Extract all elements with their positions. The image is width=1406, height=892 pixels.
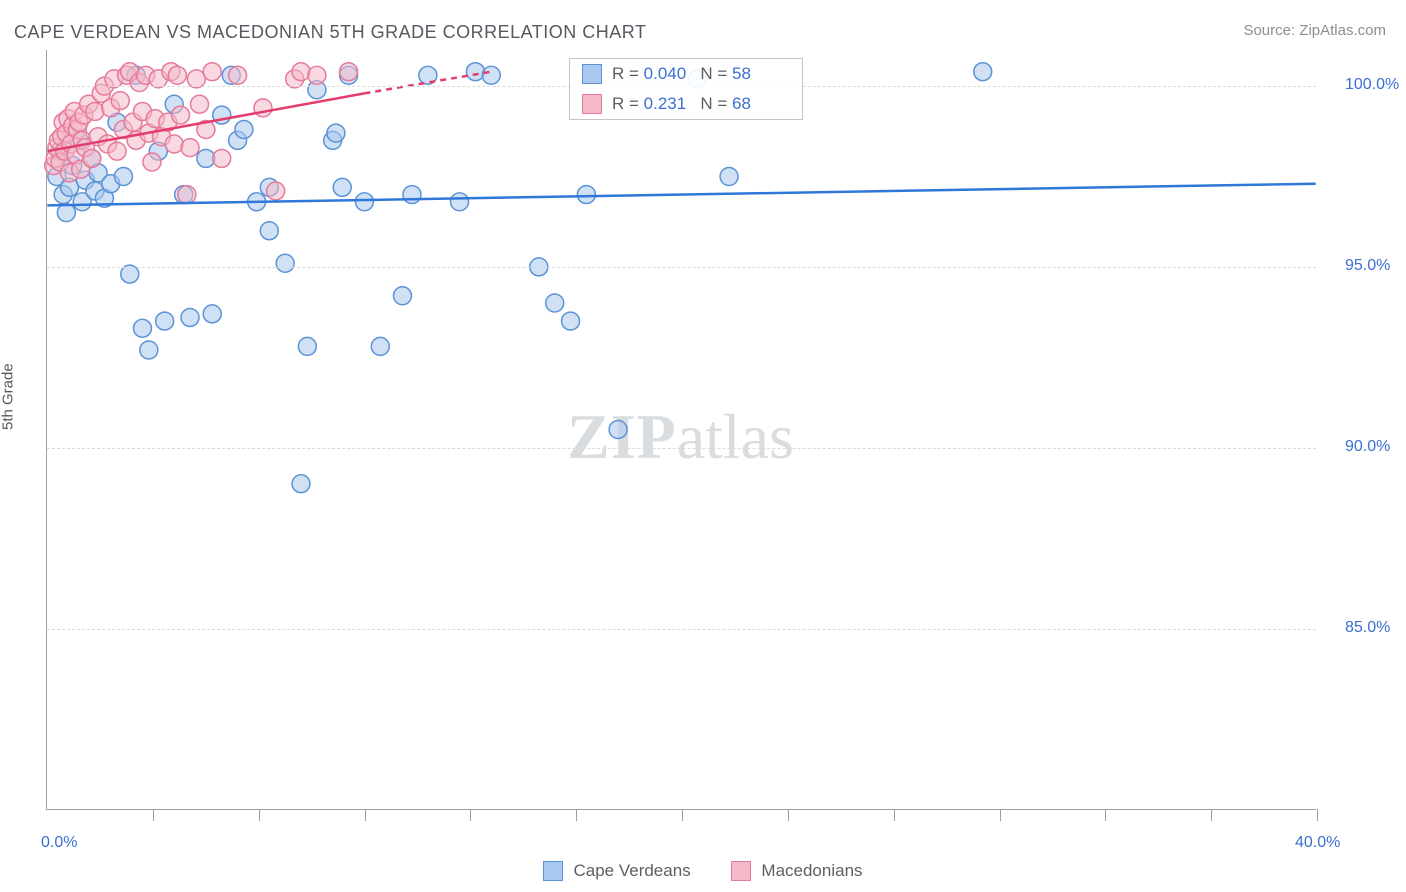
scatter-point xyxy=(466,63,484,81)
gridline-h xyxy=(47,629,1316,630)
legend-text: R = 0.040 N = 58 xyxy=(612,64,751,84)
scatter-point xyxy=(191,95,209,113)
y-tick-label: 90.0% xyxy=(1345,438,1390,456)
x-tick-label: 0.0% xyxy=(41,834,77,852)
scatter-point xyxy=(355,193,373,211)
scatter-point xyxy=(203,305,221,323)
chart-header: CAPE VERDEAN VS MACEDONIAN 5TH GRADE COR… xyxy=(0,0,1406,46)
scatter-point xyxy=(168,66,186,84)
scatter-point xyxy=(165,135,183,153)
scatter-point xyxy=(974,63,992,81)
legend-item-cape-verdeans: Cape Verdeans xyxy=(543,861,690,881)
trend-line xyxy=(47,184,1315,206)
chart-plot-area: ZIPatlas 85.0%90.0%95.0%100.0%0.0%40.0%R… xyxy=(46,50,1316,810)
scatter-point xyxy=(108,142,126,160)
x-tick xyxy=(894,809,895,821)
scatter-point xyxy=(546,294,564,312)
y-tick-label: 95.0% xyxy=(1345,257,1390,275)
scatter-point xyxy=(229,66,247,84)
bottom-legend: Cape Verdeans Macedonians xyxy=(0,861,1406,886)
scatter-svg xyxy=(47,50,1316,809)
legend-label-macedonians: Macedonians xyxy=(761,861,862,881)
scatter-point xyxy=(609,421,627,439)
scatter-point xyxy=(298,337,316,355)
scatter-point xyxy=(276,254,294,272)
legend-swatch xyxy=(582,94,602,114)
scatter-point xyxy=(451,193,469,211)
scatter-point xyxy=(720,168,738,186)
source-label: Source: ZipAtlas.com xyxy=(1243,22,1386,39)
scatter-point xyxy=(577,186,595,204)
legend-text: R = 0.231 N = 68 xyxy=(612,94,751,114)
legend-label-cape-verdeans: Cape Verdeans xyxy=(573,861,690,881)
scatter-point xyxy=(114,168,132,186)
chart-title: CAPE VERDEAN VS MACEDONIAN 5TH GRADE COR… xyxy=(14,22,646,43)
gridline-h xyxy=(47,267,1316,268)
legend-row: R = 0.231 N = 68 xyxy=(570,89,802,119)
y-tick-label: 100.0% xyxy=(1345,76,1399,94)
scatter-point xyxy=(260,222,278,240)
x-tick xyxy=(1000,809,1001,821)
x-tick xyxy=(1211,809,1212,821)
correlation-legend: R = 0.040 N = 58 R = 0.231 N = 68 xyxy=(569,58,803,120)
legend-swatch xyxy=(582,64,602,84)
x-tick xyxy=(1105,809,1106,821)
scatter-point xyxy=(178,186,196,204)
scatter-point xyxy=(133,319,151,337)
x-tick xyxy=(1317,809,1318,821)
x-tick-label: 40.0% xyxy=(1295,834,1340,852)
legend-item-macedonians: Macedonians xyxy=(731,861,862,881)
scatter-point xyxy=(340,63,358,81)
y-axis-label: 5th Grade xyxy=(0,363,17,430)
gridline-h xyxy=(47,448,1316,449)
scatter-point xyxy=(333,178,351,196)
legend-row: R = 0.040 N = 58 xyxy=(570,59,802,89)
x-tick xyxy=(259,809,260,821)
x-tick xyxy=(682,809,683,821)
scatter-point xyxy=(235,121,253,139)
scatter-point xyxy=(403,186,421,204)
scatter-point xyxy=(267,182,285,200)
x-tick xyxy=(153,809,154,821)
scatter-point xyxy=(292,475,310,493)
scatter-point xyxy=(327,124,345,142)
scatter-point xyxy=(292,63,310,81)
y-tick-label: 85.0% xyxy=(1345,619,1390,637)
legend-swatch-pink xyxy=(731,861,751,881)
scatter-point xyxy=(213,149,231,167)
x-tick xyxy=(576,809,577,821)
scatter-point xyxy=(482,66,500,84)
scatter-point xyxy=(371,337,389,355)
scatter-point xyxy=(86,102,104,120)
scatter-point xyxy=(203,63,221,81)
scatter-point xyxy=(140,341,158,359)
scatter-point xyxy=(111,92,129,110)
x-tick xyxy=(470,809,471,821)
scatter-point xyxy=(393,287,411,305)
scatter-point xyxy=(562,312,580,330)
scatter-point xyxy=(181,139,199,157)
x-tick xyxy=(365,809,366,821)
scatter-point xyxy=(143,153,161,171)
legend-swatch-blue xyxy=(543,861,563,881)
scatter-point xyxy=(172,106,190,124)
scatter-point xyxy=(308,66,326,84)
x-tick xyxy=(788,809,789,821)
scatter-point xyxy=(156,312,174,330)
scatter-point xyxy=(83,149,101,167)
scatter-point xyxy=(181,308,199,326)
